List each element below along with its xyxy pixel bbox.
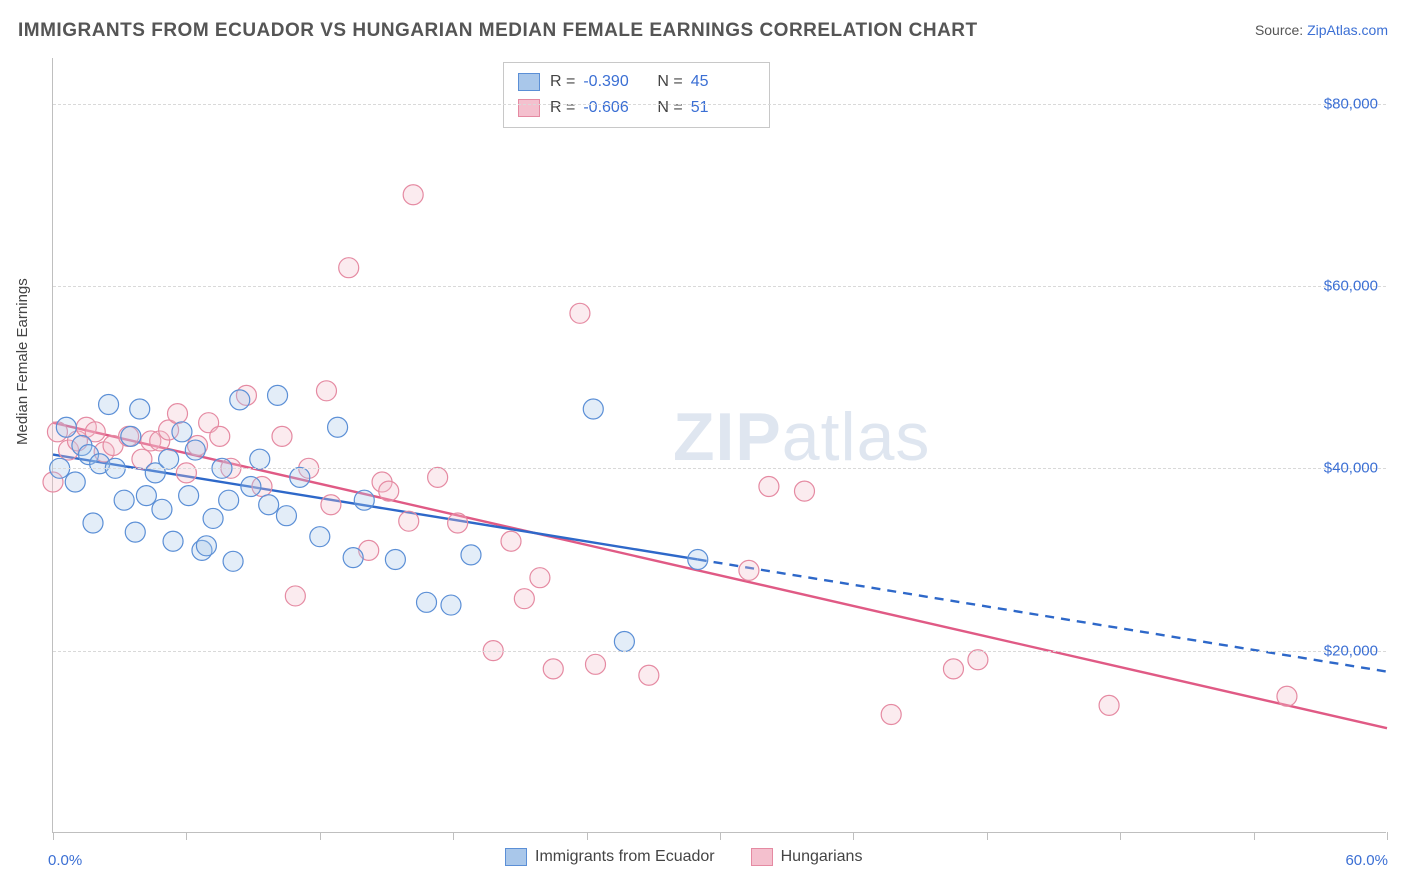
source-attribution: Source: ZipAtlas.com bbox=[1255, 22, 1388, 38]
source-label: Source: bbox=[1255, 22, 1307, 38]
legend-swatch-ecuador bbox=[518, 73, 540, 91]
x-tick bbox=[186, 832, 187, 840]
x-tick bbox=[853, 832, 854, 840]
legend-item-hungarians: Hungarians bbox=[751, 848, 863, 866]
legend-swatch-ecuador-b bbox=[505, 848, 527, 866]
x-tick bbox=[987, 832, 988, 840]
legend-stats-box: R = -0.390 N = 45 R = -0.606 N = 51 bbox=[503, 62, 770, 128]
x-tick bbox=[1387, 832, 1388, 840]
n-label: N = bbox=[657, 73, 682, 91]
y-tick-label: $60,000 bbox=[1324, 277, 1378, 294]
x-tick bbox=[587, 832, 588, 840]
y-axis-label: Median Female Earnings bbox=[14, 278, 31, 445]
chart-plot-area: ZIPatlas R = -0.390 N = 45 R = -0.606 N … bbox=[52, 58, 1386, 833]
x-max-label: 60.0% bbox=[1345, 852, 1388, 869]
y-tick-label: $20,000 bbox=[1324, 642, 1378, 659]
r-value-ecuador: -0.390 bbox=[583, 73, 637, 91]
source-link[interactable]: ZipAtlas.com bbox=[1307, 22, 1388, 38]
chart-title: IMMIGRANTS FROM ECUADOR VS HUNGARIAN MED… bbox=[18, 20, 978, 42]
legend-swatch-hungarians-b bbox=[751, 848, 773, 866]
x-tick bbox=[320, 832, 321, 840]
legend-stats-row-ecuador: R = -0.390 N = 45 bbox=[518, 69, 755, 95]
y-tick-label: $40,000 bbox=[1324, 460, 1378, 477]
grid-line bbox=[53, 651, 1386, 652]
legend-swatch-hungarians bbox=[518, 99, 540, 117]
legend-label-ecuador: Immigrants from Ecuador bbox=[535, 848, 715, 866]
x-min-label: 0.0% bbox=[48, 852, 82, 869]
grid-line bbox=[53, 468, 1386, 469]
y-tick-label: $80,000 bbox=[1324, 95, 1378, 112]
legend-item-ecuador: Immigrants from Ecuador bbox=[505, 848, 715, 866]
grid-line bbox=[53, 286, 1386, 287]
r-label: R = bbox=[550, 73, 575, 91]
scatter-svg bbox=[53, 58, 1386, 832]
legend-series-box: Immigrants from Ecuador Hungarians bbox=[505, 848, 888, 866]
x-tick bbox=[720, 832, 721, 840]
n-value-ecuador: 45 bbox=[691, 73, 745, 91]
r-value-hungarians: -0.606 bbox=[583, 99, 637, 117]
n-label: N = bbox=[657, 99, 682, 117]
grid-line bbox=[53, 104, 1386, 105]
x-tick bbox=[53, 832, 54, 840]
x-tick bbox=[1120, 832, 1121, 840]
x-tick bbox=[453, 832, 454, 840]
r-label: R = bbox=[550, 99, 575, 117]
x-tick bbox=[1254, 832, 1255, 840]
legend-stats-row-hungarians: R = -0.606 N = 51 bbox=[518, 95, 755, 121]
legend-label-hungarians: Hungarians bbox=[781, 848, 863, 866]
n-value-hungarians: 51 bbox=[691, 99, 745, 117]
